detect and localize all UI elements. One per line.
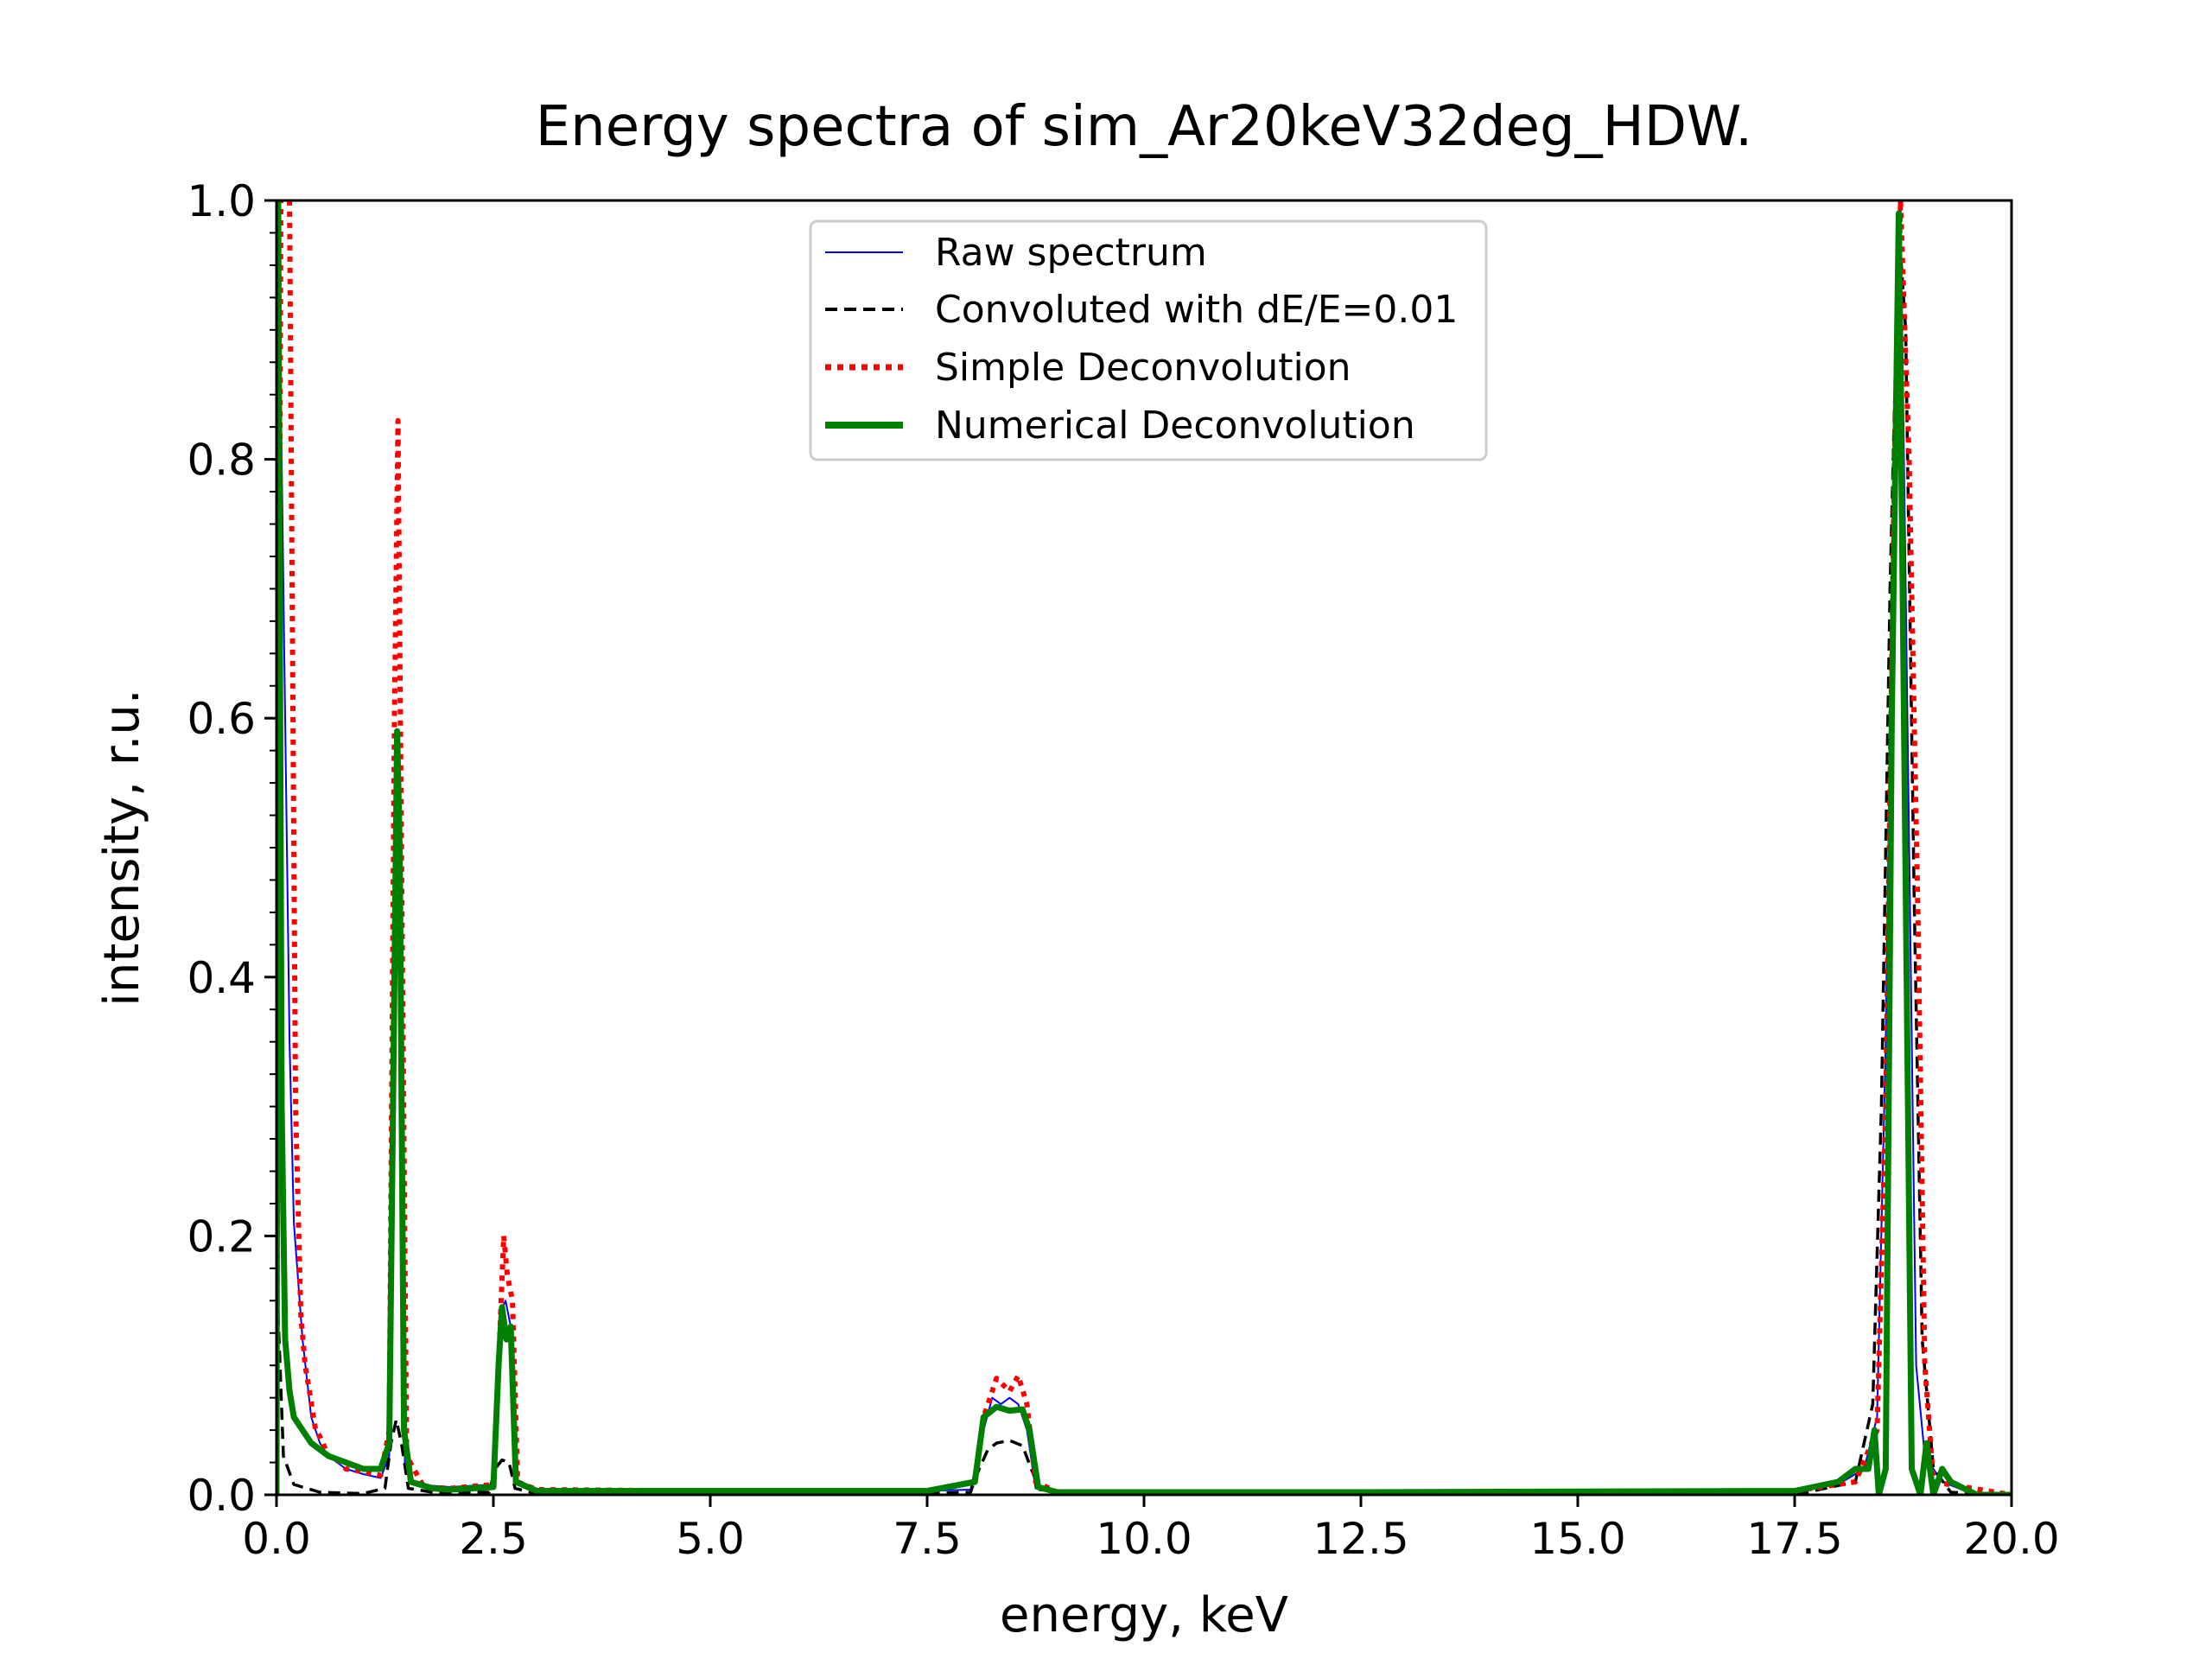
series-line-1 bbox=[276, 225, 2012, 1495]
x-tick-label: 2.5 bbox=[459, 1514, 528, 1564]
series-lines bbox=[276, 200, 2012, 1495]
y-tick-label: 0.0 bbox=[187, 1471, 256, 1521]
series-line-2 bbox=[276, 200, 2012, 1495]
y-tick-label: 0.4 bbox=[187, 953, 256, 1003]
y-tick-label: 0.6 bbox=[187, 694, 256, 744]
legend: Raw spectrum Convoluted with dE/E=0.01 S… bbox=[809, 219, 1488, 461]
plot-frame bbox=[275, 199, 2013, 1497]
series-line-3 bbox=[276, 200, 2012, 1495]
y-tick-label: 0.8 bbox=[187, 435, 256, 486]
x-tick-label: 12.5 bbox=[1313, 1514, 1408, 1564]
legend-label-simple: Simple Deconvolution bbox=[935, 346, 1351, 390]
x-tick-label: 0.0 bbox=[242, 1514, 311, 1564]
legend-box bbox=[809, 219, 1488, 461]
x-tick-label: 10.0 bbox=[1096, 1514, 1192, 1564]
x-tick-label: 20.0 bbox=[1963, 1514, 2059, 1564]
y-tick-label: 1.0 bbox=[187, 176, 256, 226]
y-tick-label: 0.2 bbox=[187, 1211, 256, 1262]
x-tick-label: 15.0 bbox=[1529, 1514, 1625, 1564]
x-tick-label: 17.5 bbox=[1746, 1514, 1842, 1564]
legend-label-raw: Raw spectrum bbox=[935, 231, 1207, 275]
y-axis-label: intensity, r.u. bbox=[94, 689, 150, 1006]
x-axis-label: energy, keV bbox=[1000, 1587, 1288, 1643]
legend-label-convoluted: Convoluted with dE/E=0.01 bbox=[935, 288, 1458, 332]
x-tick-label: 5.0 bbox=[676, 1514, 745, 1564]
chart-title: Energy spectra of sim_Ar20keV32deg_HDW. bbox=[536, 95, 1753, 159]
legend-label-numerical: Numerical Deconvolution bbox=[935, 404, 1415, 448]
axis-ticks: 0.0 2.5 5.0 7.5 10.0 12.5 15.0 17.5 20.0 0.0 0.2 0.… bbox=[187, 176, 2059, 1564]
x-tick-label: 7.5 bbox=[893, 1514, 962, 1564]
